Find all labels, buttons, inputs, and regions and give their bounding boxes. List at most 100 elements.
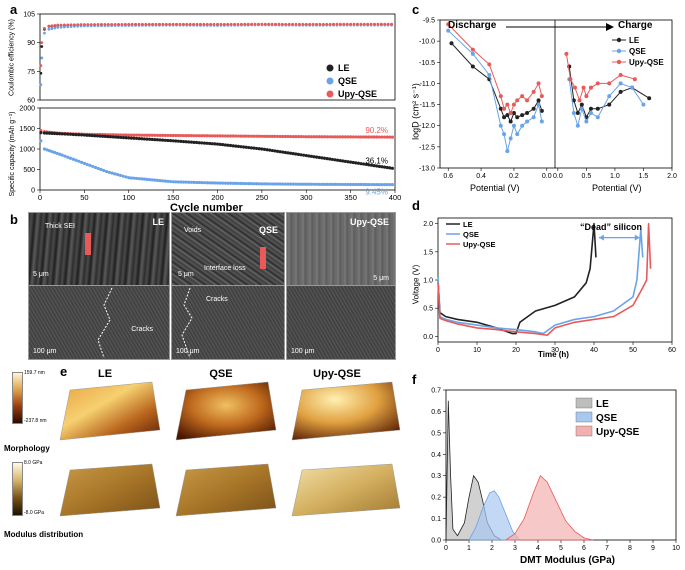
- cap-point: [129, 176, 133, 180]
- cap-point: [153, 178, 157, 182]
- ce-point: [321, 22, 325, 26]
- ce-point: [66, 25, 70, 29]
- cap-point: [148, 137, 152, 141]
- c-discharge-point: [502, 115, 507, 120]
- cap-point: [288, 182, 293, 186]
- cap-point: [307, 154, 311, 158]
- ce-point: [379, 22, 383, 26]
- ce-point: [192, 22, 196, 26]
- cap-point: [171, 133, 175, 138]
- ce-point: [123, 22, 127, 26]
- ce-point: [63, 23, 66, 27]
- afm-images: [59, 381, 401, 517]
- cap-point: [93, 165, 98, 170]
- d-legend-label: LE: [463, 220, 473, 229]
- cap-point: [273, 149, 277, 153]
- cap-point: [236, 134, 240, 138]
- d-series-line: [437, 228, 644, 335]
- cap-point: [145, 137, 149, 141]
- cap-point: [218, 142, 222, 146]
- c-xtick-label-charge: 0.5: [582, 173, 592, 180]
- cap-point: [291, 182, 295, 186]
- c-charge-point: [618, 72, 623, 77]
- cap-point: [244, 134, 248, 138]
- cap-point: [197, 141, 201, 145]
- cap-point: [299, 182, 303, 186]
- c-discharge-point: [525, 111, 530, 116]
- cap-point: [166, 133, 170, 138]
- d-ytick-label: 0.0: [423, 334, 433, 341]
- cap-point: [369, 135, 374, 139]
- mod-colorbar: [12, 462, 23, 516]
- cap-point: [202, 181, 207, 185]
- cap-point: [317, 135, 321, 139]
- ce-point: [233, 22, 236, 26]
- ce-legend-label: Upy-QSE: [338, 89, 377, 99]
- cap-point: [242, 181, 246, 186]
- ce-point: [373, 22, 376, 26]
- cap-point: [121, 133, 126, 137]
- f-ytick-label: 0.5: [431, 430, 441, 437]
- ce-point: [43, 26, 46, 30]
- cap-point: [145, 133, 149, 137]
- cap-point: [249, 182, 254, 186]
- c-discharge-point: [505, 149, 510, 154]
- cap-point: [226, 143, 230, 147]
- ce-point: [113, 22, 117, 26]
- mod-scale-min: -8.0 GPa: [24, 510, 45, 516]
- c-discharge-point: [536, 81, 541, 86]
- f-ytick-label: 0.6: [431, 409, 441, 416]
- cap-point: [283, 150, 287, 155]
- cap-point: [55, 151, 59, 155]
- cap-point: [95, 134, 100, 138]
- f-ytick-label: 0.3: [431, 473, 441, 480]
- cap-point: [110, 171, 114, 175]
- c-discharge-line: [447, 30, 543, 152]
- ce-ytick-label: 90: [27, 40, 35, 47]
- c-discharge-point: [539, 94, 544, 99]
- cap-point: [351, 135, 355, 139]
- c-charge-point: [641, 102, 646, 107]
- cap-point: [286, 134, 290, 139]
- c-discharge-point: [508, 119, 513, 124]
- c-ylabel-wrap: logD (cm² s⁻¹): [406, 50, 421, 170]
- ce-point: [181, 22, 185, 26]
- c-discharge-point: [515, 132, 520, 137]
- cap-point: [322, 135, 327, 139]
- ce-point: [349, 22, 353, 26]
- qse-cracks-label: Cracks: [206, 296, 228, 303]
- cap-point: [171, 180, 175, 184]
- cap-point: [255, 182, 259, 186]
- dmt-xlabel: DMT Modulus (GPa): [520, 555, 615, 566]
- c-ytick-label: -12.5: [419, 144, 435, 151]
- cap-point: [189, 134, 193, 138]
- cap-point: [124, 133, 128, 137]
- cap-point: [286, 151, 290, 155]
- cap-point: [312, 155, 316, 159]
- cap-point: [127, 136, 131, 140]
- ce-ytick-label: 75: [27, 69, 35, 76]
- afm-col-le: LE: [97, 368, 113, 380]
- afm-qse-mod: [175, 463, 277, 517]
- cap-point: [74, 132, 78, 137]
- cap-point: [137, 177, 141, 181]
- cap-xtick-label: 0: [38, 193, 42, 202]
- cap-point: [273, 134, 277, 139]
- cap-point: [134, 176, 139, 181]
- cap-point: [349, 160, 353, 164]
- cap-point: [158, 138, 162, 142]
- cap-point: [294, 182, 298, 186]
- c-ytick-label: -12.0: [419, 123, 435, 130]
- cap-point: [58, 152, 62, 156]
- cap-point: [320, 156, 324, 160]
- cap-point: [260, 147, 264, 151]
- cap-point: [85, 133, 89, 137]
- ce-point: [369, 22, 373, 26]
- cap-point: [119, 135, 123, 140]
- dead-silicon-arrowhead-left: [598, 234, 604, 241]
- ce-point: [338, 22, 342, 26]
- cap-point: [349, 182, 353, 187]
- cap-point: [163, 138, 167, 142]
- ce-point: [315, 22, 318, 26]
- cap-point: [257, 134, 261, 138]
